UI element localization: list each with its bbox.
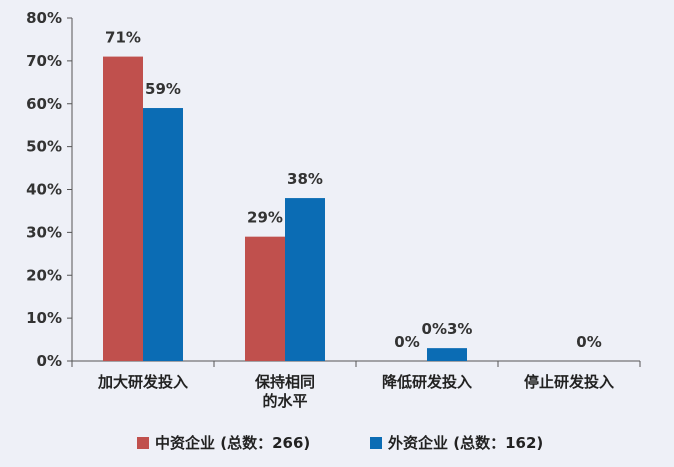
x-category-label: 停止研发投入 (524, 373, 614, 391)
bar-series-1 (245, 236, 285, 361)
y-tick-label: 70% (26, 52, 62, 70)
data-label-series-2: 0%3% (422, 320, 473, 338)
data-label-series-1: 71% (105, 29, 141, 47)
data-label-series-1: 29% (247, 209, 283, 227)
bar-series-2 (285, 198, 325, 361)
y-tick-label: 0% (37, 352, 62, 370)
y-tick-label: 50% (26, 138, 62, 156)
bar-series-2 (427, 348, 467, 361)
x-category-label: 保持相同 (254, 373, 315, 391)
y-tick-label: 60% (26, 95, 62, 113)
y-tick-label: 40% (26, 181, 62, 199)
x-category-label: 加大研发投入 (97, 373, 188, 391)
data-label-series-2: 38% (287, 170, 323, 188)
x-category-label: 的水平 (262, 392, 307, 410)
legend: 中资企业 (总数：266) 外资企业 (总数：162) (0, 432, 674, 456)
data-label-series-2: 59% (145, 80, 181, 98)
legend-swatch-series-1 (137, 436, 149, 449)
x-category-label: 降低研发投入 (382, 373, 472, 391)
data-label-series-1: 0% (394, 333, 419, 351)
y-tick-label: 80% (26, 9, 62, 27)
y-tick-label: 10% (26, 309, 62, 327)
legend-label-series-1: 中资企业 (总数：266) (155, 434, 311, 452)
legend-label-series-2: 外资企业 (总数：162) (388, 434, 544, 452)
y-tick-label: 20% (26, 266, 62, 284)
legend-item-series-1: 中资企业 (总数：266) (137, 432, 310, 453)
bar-series-1 (103, 56, 143, 362)
y-tick-label: 30% (26, 223, 62, 241)
legend-swatch-series-2 (370, 436, 382, 449)
legend-item-series-2: 外资企业 (总数：162) (370, 432, 543, 453)
data-label-series-2: 0% (576, 333, 601, 351)
bar-series-2 (143, 108, 183, 361)
